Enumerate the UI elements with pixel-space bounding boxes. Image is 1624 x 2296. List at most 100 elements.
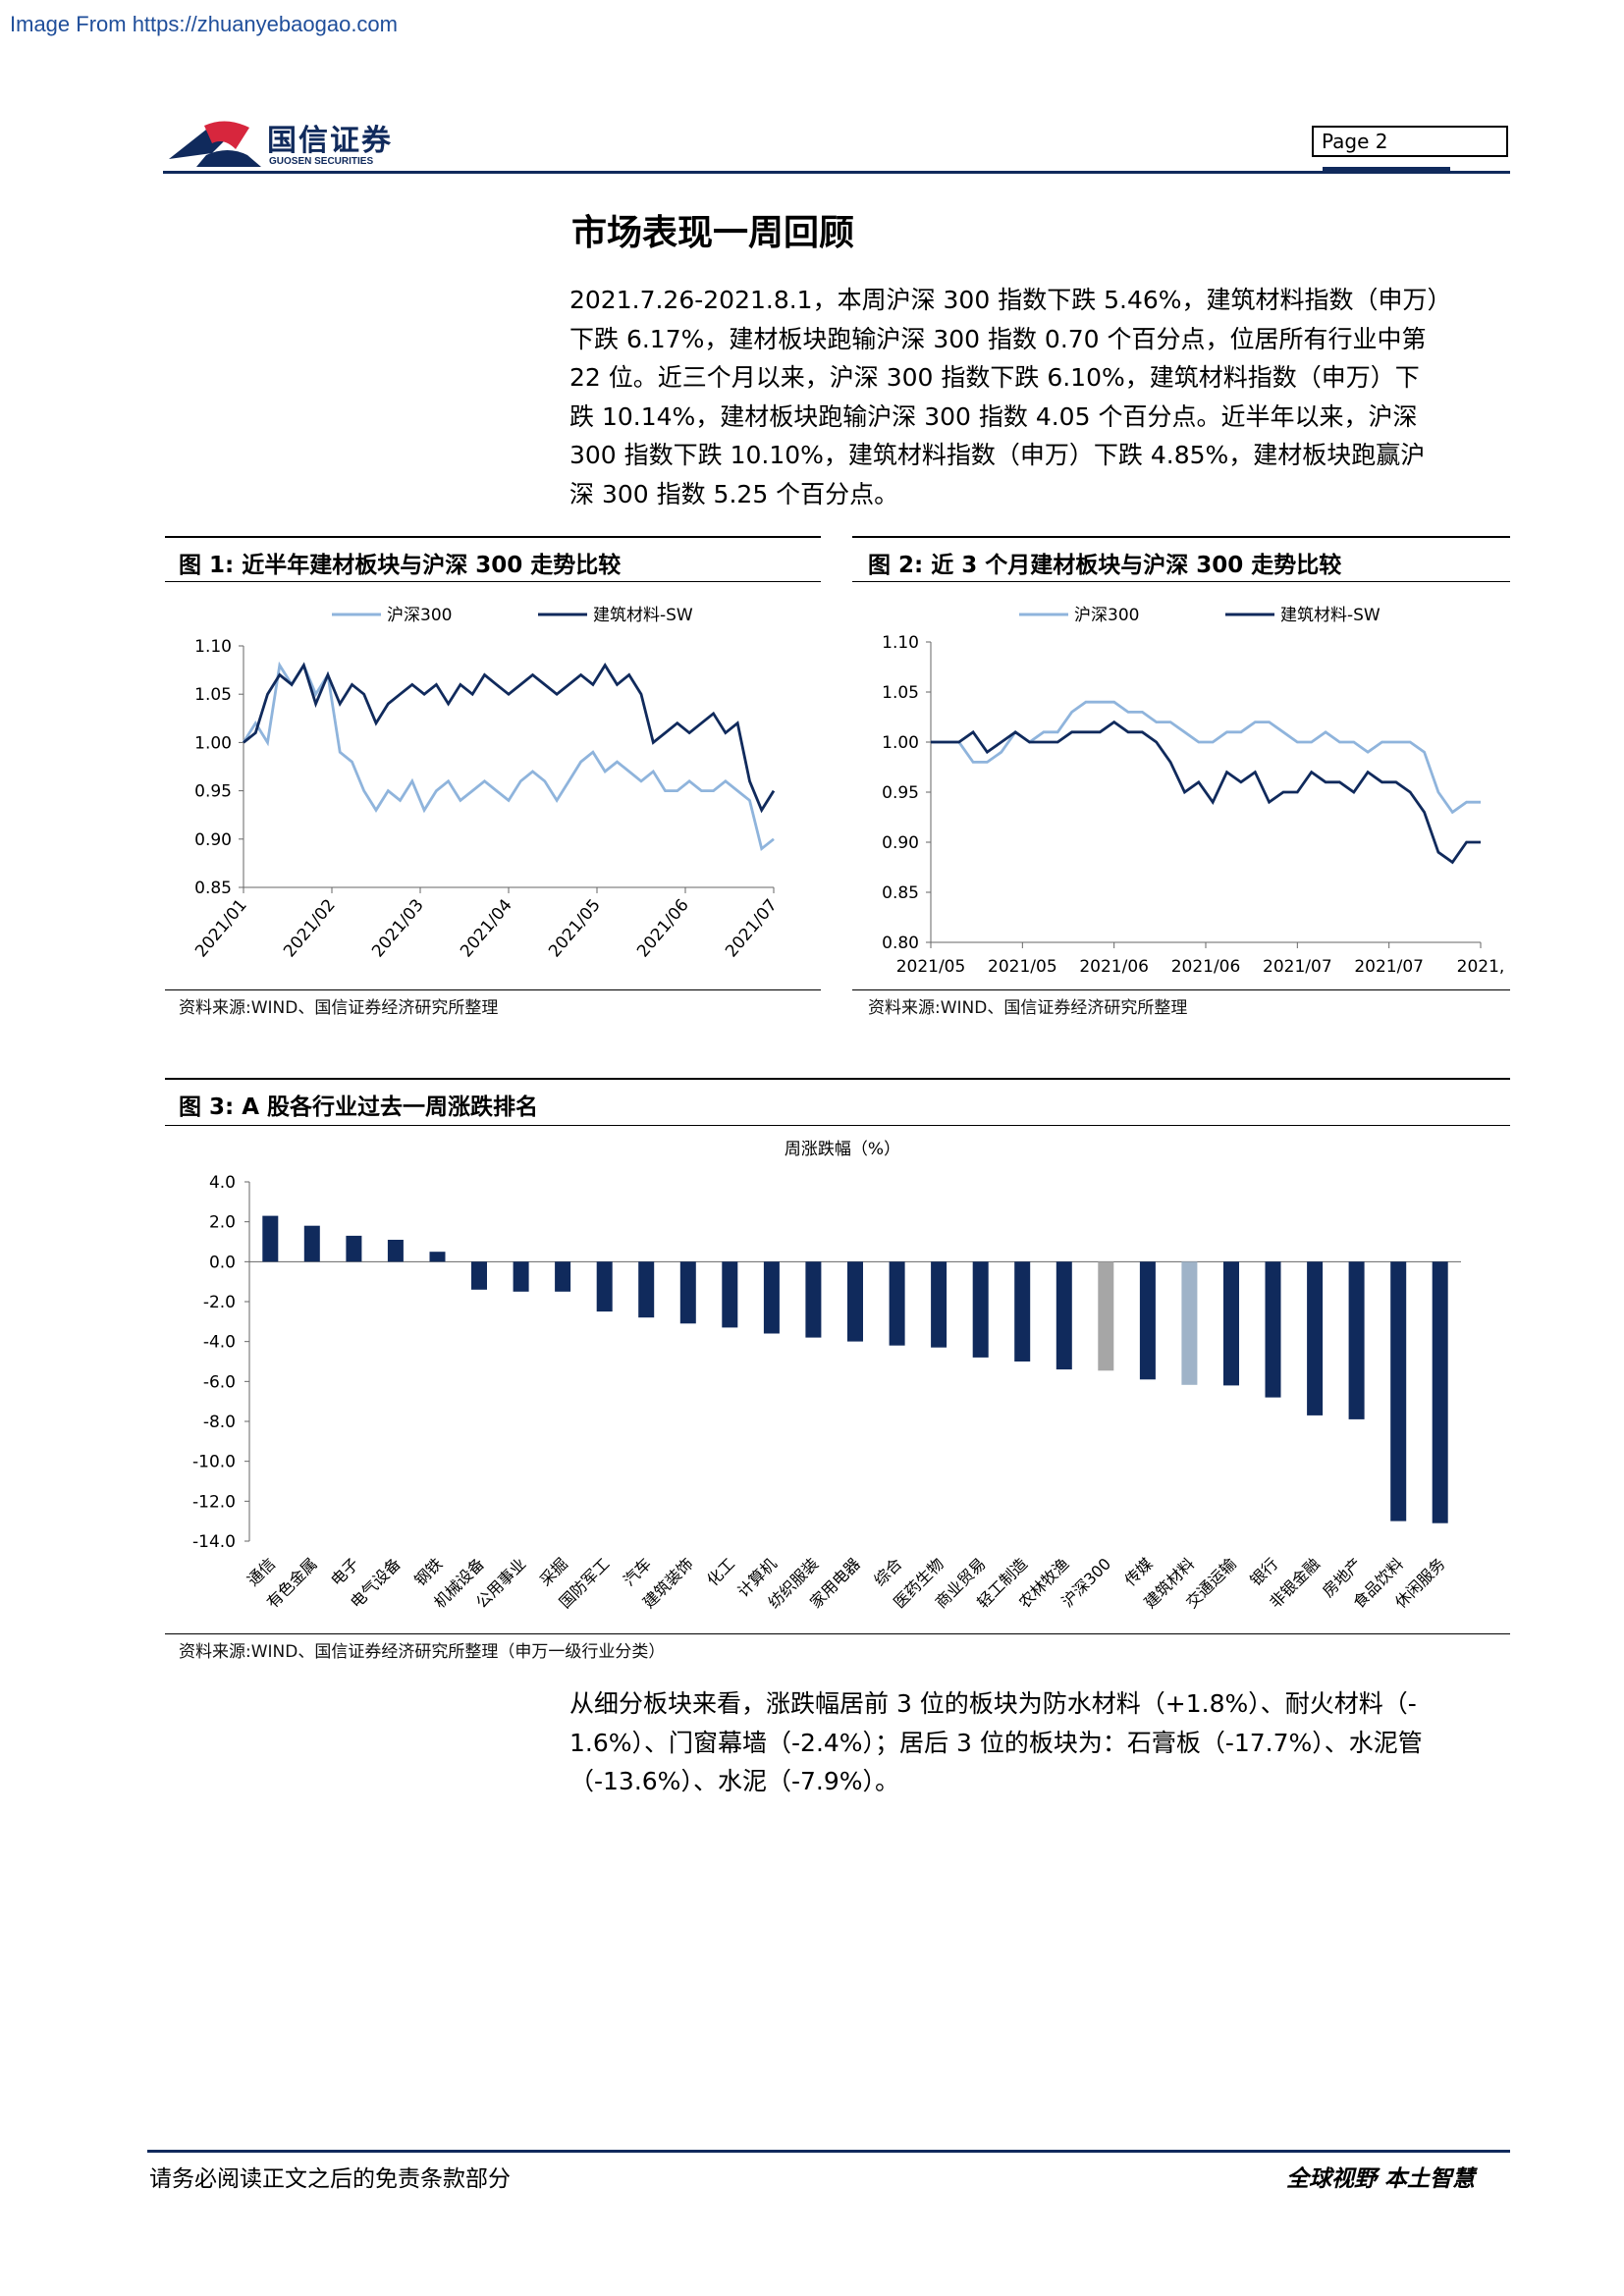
bar (763, 1261, 780, 1334)
bar (1348, 1261, 1365, 1419)
bar (429, 1252, 446, 1262)
bar (1139, 1261, 1156, 1380)
bar (722, 1261, 738, 1328)
x-tick-label: 2021/01 (191, 895, 251, 961)
bar (471, 1261, 487, 1290)
category-label: 银行 (1246, 1554, 1281, 1589)
y-tick-label: 0.95 (194, 782, 232, 802)
bar (303, 1225, 320, 1262)
footer-rule (147, 2150, 1510, 2153)
intro-line: 下跌 6.17%，建材板块跑输沪深 300 指数 0.70 个百分点，位居所有行… (569, 324, 1427, 353)
intro-line: 300 指数下跌 10.10%，建筑材料指数（申万）下跌 4.85%，建材板块跑… (569, 441, 1426, 469)
y-tick-label: -12.0 (192, 1492, 236, 1512)
category-label: 通信 (244, 1554, 279, 1589)
y-tick-label: 1.00 (194, 733, 232, 753)
y-tick-label: -8.0 (203, 1413, 236, 1432)
category-label: 钢铁 (410, 1554, 446, 1589)
category-label: 采掘 (536, 1554, 571, 1589)
y-tick-label: 2.0 (209, 1213, 236, 1233)
bar (513, 1261, 529, 1292)
fig2-top-rule (852, 536, 1510, 538)
category-label: 汽车 (620, 1554, 655, 1589)
y-tick-label: 1.05 (194, 685, 232, 705)
fig1-line-chart: 沪深300 建筑材料-SW1.101.051.000.950.900.852021… (191, 606, 782, 961)
bar (847, 1261, 863, 1342)
fig1-bottom-rule (165, 989, 821, 990)
chart-title: 周涨跌幅（%） (785, 1140, 900, 1159)
logo-cn: 国信证券 (267, 124, 393, 158)
x-tick-label: 2021/06 (1079, 957, 1149, 977)
x-tick-label: 2021/04 (457, 895, 516, 961)
y-tick-label: 0.85 (882, 883, 919, 903)
header-rule (163, 171, 1510, 174)
y-tick-label: 0.80 (882, 934, 919, 953)
legend-label: 沪深300 (387, 606, 452, 625)
y-tick-label: 4.0 (209, 1173, 236, 1193)
bar (1056, 1261, 1072, 1370)
fig3-title-rule (165, 1125, 1510, 1126)
bar (1098, 1261, 1114, 1371)
bar (1181, 1261, 1198, 1385)
fig1-top-rule (165, 536, 821, 538)
y-tick-label: -14.0 (192, 1532, 236, 1552)
guosen-logo-icon (169, 121, 261, 167)
x-tick-label: 2021/06 (1171, 957, 1241, 977)
series-line (243, 662, 776, 814)
bar (931, 1261, 947, 1348)
bar (596, 1261, 613, 1312)
bar (387, 1240, 404, 1262)
category-label: 传媒 (1121, 1554, 1157, 1589)
legend-label: 建筑材料-SW (1280, 606, 1380, 625)
x-tick-label: 2021/07 (1263, 957, 1332, 977)
fig2-line-chart: 沪深300 建筑材料-SW 1.10 1.05 1.00 0.95 0.90 0.85 0.80… (882, 606, 1504, 977)
intro-paragraph: 2021.7.26-2021.8.1，本周沪深 300 指数下跌 5.46%，建… (569, 281, 1510, 513)
x-tick-label: 2021/03 (368, 895, 428, 961)
x-tick-label: 2021/07 (722, 895, 782, 961)
legend-label: 沪深300 (1074, 606, 1139, 625)
y-tick-label: 1.00 (882, 733, 919, 753)
fig2-source: 资料来源:WIND、国信证券经济研究所整理 (868, 998, 1188, 1018)
section-title: 市场表现一周回顾 (571, 212, 855, 253)
y-tick-label: -6.0 (203, 1372, 236, 1392)
header-rule-accent (1323, 167, 1450, 171)
fig1-title-rule (165, 581, 821, 582)
fig3-bar-chart: 周涨跌幅（%） 4.0 2.0 0.0 -2.0 -4.0 -6.0 -8.0 -10.0 -12… (192, 1140, 1461, 1612)
x-tick-label: 2021/05 (545, 895, 605, 961)
bar (638, 1261, 655, 1318)
intro-line: 深 300 指数 5.25 个百分点。 (569, 479, 899, 508)
y-tick-label: 0.85 (194, 879, 232, 898)
category-label: 电子 (327, 1554, 362, 1589)
source-url[interactable]: Image From https://zhuanyebaogao.com (10, 12, 398, 36)
y-tick-label: 0.95 (882, 783, 919, 803)
logo-en: GUOSEN SECURITIES (269, 156, 374, 167)
category-label: 综合 (870, 1554, 905, 1589)
outro-line: 1.6%）、门窗幕墙（-2.4%）；居后 3 位的板块为：石膏板（-17.7%）… (569, 1728, 1423, 1757)
fig2-title: 图 2: 近 3 个月建材板块与沪深 300 走势比较 (868, 553, 1342, 578)
y-tick-label: 1.10 (882, 633, 919, 653)
bar (1014, 1261, 1031, 1362)
bar (972, 1261, 989, 1358)
y-tick-label: 0.90 (194, 830, 232, 850)
outro-paragraph: 从细分板块来看，涨跌幅居前 3 位的板块为防水材料（+1.8%）、耐火材料（- … (569, 1684, 1510, 1801)
x-tick-label: 2021/05 (896, 957, 966, 977)
bar (555, 1261, 571, 1292)
fig3-source: 资料来源:WIND、国信证券经济研究所整理（申万一级行业分类） (179, 1642, 666, 1662)
y-tick-label: 1.05 (882, 683, 919, 703)
x-tick-label: 2021/06 (633, 895, 693, 961)
bar (679, 1261, 696, 1324)
outro-line: （-13.6%）、水泥（-7.9%）。 (569, 1767, 899, 1795)
intro-line: 2021.7.26-2021.8.1，本周沪深 300 指数下跌 5.46%，建… (569, 286, 1452, 314)
fig2-title-rule (852, 581, 1510, 582)
series-line (242, 661, 775, 852)
footer-slogan: 全球视野 本土智慧 (1286, 2165, 1476, 2192)
fig1-title: 图 1: 近半年建材板块与沪深 300 走势比较 (179, 553, 622, 578)
legend-label: 建筑材料-SW (593, 606, 693, 625)
fig3-bottom-rule (165, 1633, 1510, 1634)
bar (889, 1261, 905, 1346)
fig1-source: 资料来源:WIND、国信证券经济研究所整理 (179, 998, 499, 1018)
intro-line: 跌 10.14%，建材板块跑输沪深 300 指数 4.05 个百分点。近半年以来… (569, 401, 1418, 431)
y-tick-label: 1.10 (194, 637, 232, 657)
x-tick-label: 2021/02 (280, 895, 340, 961)
y-tick-label: -10.0 (192, 1453, 236, 1472)
fig3-title: 图 3: A 股各行业过去一周涨跌排名 (179, 1095, 539, 1120)
